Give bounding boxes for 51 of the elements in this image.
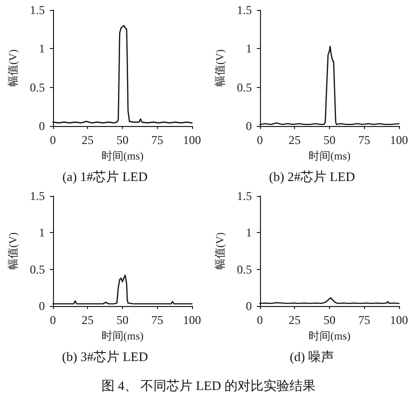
x-tick-label: 50 xyxy=(116,133,128,147)
y-tick-label: 0.5 xyxy=(236,80,252,94)
x-tick-label: 100 xyxy=(390,313,408,327)
text: (a) 1#芯片 LED xyxy=(62,169,148,184)
y-tick-label: 0 xyxy=(246,119,252,133)
x-tick-label: 25 xyxy=(82,313,94,327)
x-tick-label: 75 xyxy=(358,313,370,327)
text: (b) 2#芯片 LED xyxy=(269,169,355,184)
y-tick-label: 0.5 xyxy=(30,80,45,94)
x-tick-label: 0 xyxy=(256,133,263,147)
x-tick-label: 100 xyxy=(390,133,408,147)
y-tick-label: 0 xyxy=(38,119,45,133)
x-tick-label: 25 xyxy=(288,313,301,327)
x-tick-label: 50 xyxy=(323,133,336,147)
y-tick-label: 0 xyxy=(38,299,45,313)
x-axis-title: 时间(ms) xyxy=(101,149,144,162)
x-tick-label: 100 xyxy=(183,313,201,327)
x-axis-title: 时间(ms) xyxy=(101,329,144,342)
x-tick-label: 75 xyxy=(358,133,370,147)
x-tick-label: 50 xyxy=(116,313,128,327)
x-axis-title: 时间(ms) xyxy=(308,329,351,342)
y-tick-label: 1.5 xyxy=(30,3,45,17)
line-series xyxy=(52,274,193,304)
x-tick-label: 100 xyxy=(183,133,201,147)
text: (d) 噪声 xyxy=(290,349,334,364)
x-tick-label: 25 xyxy=(82,133,94,147)
y-tick-label: 1.5 xyxy=(236,189,252,203)
x-tick-label: 25 xyxy=(288,133,301,147)
y-tick-label: 0.5 xyxy=(236,262,252,276)
y-tick-label: 1.5 xyxy=(236,3,252,17)
y-axis-title: 幅值(V) xyxy=(214,49,226,87)
y-axis-title: 幅值(V) xyxy=(8,232,20,270)
y-tick-label: 1 xyxy=(246,226,252,240)
x-tick-label: 75 xyxy=(151,313,164,327)
x-tick-label: 75 xyxy=(151,133,164,147)
y-tick-label: 1.5 xyxy=(30,189,45,203)
text: 图 4、 不同芯片 LED 的对比实验结果 xyxy=(102,378,316,393)
x-tick-label: 50 xyxy=(323,313,336,327)
x-tick-label: 0 xyxy=(50,133,56,147)
y-tick-label: 0 xyxy=(246,299,252,313)
y-tick-label: 1 xyxy=(246,42,252,56)
y-tick-label: 1 xyxy=(38,226,45,240)
y-tick-label: 0.5 xyxy=(30,262,45,276)
text: (b) 3#芯片 LED xyxy=(62,349,148,364)
y-axis-title: 幅值(V) xyxy=(214,232,226,270)
x-tick-label: 0 xyxy=(50,313,56,327)
x-axis-title: 时间(ms) xyxy=(308,149,351,162)
y-axis-title: 幅值(V) xyxy=(8,49,20,87)
line-series xyxy=(52,24,193,124)
y-tick-label: 1 xyxy=(38,42,45,56)
x-tick-label: 0 xyxy=(256,313,263,327)
